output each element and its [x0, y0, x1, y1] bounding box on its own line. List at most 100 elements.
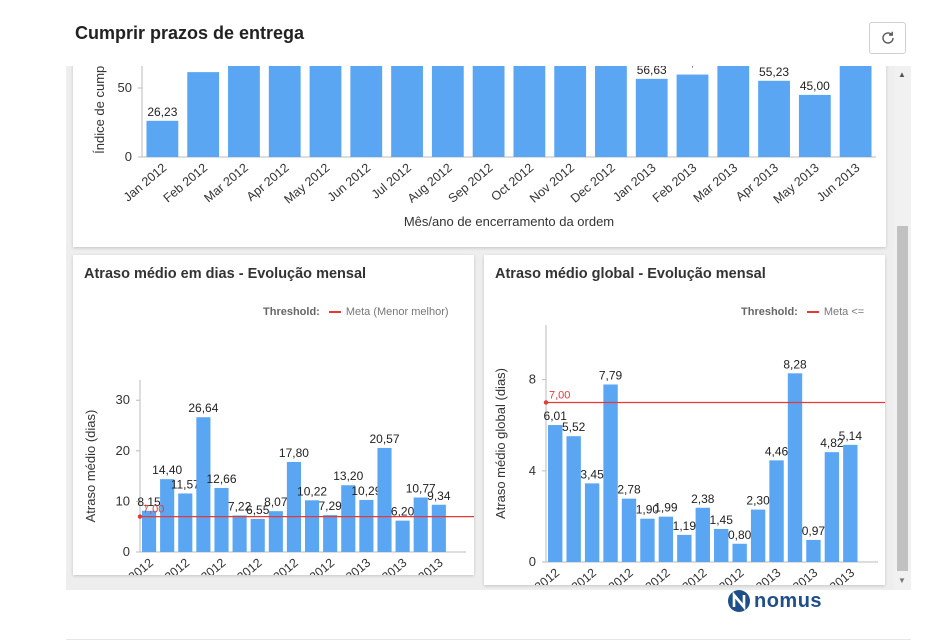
data-label: 7,22	[228, 499, 252, 513]
data-label: 20,57	[369, 432, 399, 446]
page-title: Cumprir prazos de entrega	[75, 23, 305, 43]
bar	[603, 384, 618, 562]
bar	[309, 66, 342, 157]
bar	[758, 80, 790, 157]
data-label: 9,34	[427, 489, 451, 503]
data-label: 1,99	[654, 501, 678, 515]
data-label: 1,90	[636, 503, 660, 517]
bar	[214, 487, 229, 552]
data-label: 8,28	[783, 357, 807, 371]
bar	[395, 520, 410, 552]
bar	[554, 66, 587, 157]
threshold-line-icon	[806, 311, 819, 314]
bar	[658, 516, 674, 562]
data-label: 8,07	[264, 495, 288, 509]
data-label: 2,38	[691, 492, 715, 506]
bar	[250, 518, 265, 552]
bar	[769, 460, 784, 562]
bar	[187, 72, 220, 157]
bar	[341, 485, 356, 552]
bar	[178, 493, 193, 552]
bar	[146, 120, 179, 157]
y-tick-label: 0	[123, 544, 130, 559]
data-label: 12,66	[206, 472, 236, 486]
data-label: 1,19	[673, 519, 697, 533]
scroll-up-arrow-icon[interactable]: ▲	[898, 70, 906, 79]
bar	[787, 373, 803, 562]
x-tick-label: Feb 2012	[161, 161, 210, 206]
x-tick-label: Nov 2012	[527, 161, 577, 206]
data-label: 6,20	[391, 505, 415, 519]
threshold-name: Meta <=	[823, 306, 865, 318]
avg-delay-threshold-legend: Threshold: Meta (Menor melhor)	[263, 306, 449, 318]
data-label: 6,55	[246, 503, 270, 517]
refresh-button[interactable]	[869, 22, 906, 54]
bar	[391, 66, 423, 157]
data-label: 13,20	[333, 469, 363, 483]
bar	[413, 497, 428, 552]
bar	[431, 504, 446, 552]
bar	[160, 479, 175, 552]
data-label: 11,57	[171, 477, 200, 491]
dashboard-scroll-area[interactable]: 0 50 26,23 61,00 56,63 59,75 55,23 45,00 Jan 201…	[66, 66, 911, 590]
global-delay-title: Atraso médio global - Evolução mensal	[495, 266, 766, 282]
nomus-logo-icon	[728, 590, 750, 612]
bar	[268, 511, 283, 552]
data-label: 56,63	[637, 66, 667, 77]
y-axis-title: Atraso médio global (dias)	[493, 368, 508, 519]
bar	[640, 518, 655, 562]
y-tick-label: 50	[118, 80, 132, 95]
data-label: 7,79	[599, 368, 623, 382]
data-label: 61,00	[188, 66, 218, 67]
bar	[513, 66, 546, 157]
data-label: 4,46	[765, 444, 789, 458]
bar	[350, 66, 383, 157]
y-tick-label: 0	[529, 554, 536, 569]
x-tick-label: Mar 2012	[201, 161, 250, 206]
bar	[141, 510, 157, 552]
data-label: 4,82	[820, 436, 844, 450]
scrollbar-thumb[interactable]	[897, 226, 908, 571]
data-label: 45,00	[800, 79, 830, 93]
bar	[548, 425, 563, 562]
y-tick-label: 4	[529, 463, 536, 478]
avg-delay-card: Atraso médio em dias - Evolução mensal T…	[73, 255, 474, 575]
x-tick-label: Jan 2012	[108, 556, 156, 575]
data-label: 0,80	[728, 528, 752, 542]
y-axis-title: Índice de cumprim	[92, 66, 107, 154]
bar	[798, 94, 831, 157]
bar	[228, 66, 260, 157]
x-tick-label: Jan 2012	[514, 566, 562, 585]
data-label: 10,77	[406, 482, 436, 496]
data-label: 8,15	[137, 495, 161, 509]
scroll-down-arrow-icon[interactable]: ▼	[898, 576, 906, 585]
bar	[806, 539, 821, 562]
data-label: 10,29	[351, 484, 381, 498]
data-label: 59,75	[677, 66, 707, 69]
bar	[677, 534, 692, 562]
data-label: 5,14	[839, 429, 863, 443]
data-label: 7,29	[318, 499, 342, 513]
bar	[431, 66, 464, 157]
data-label: 10,22	[297, 484, 327, 498]
bar	[268, 66, 301, 157]
x-tick-label: Feb 2013	[650, 161, 699, 206]
threshold-name: Meta (Menor melhor)	[345, 306, 449, 318]
x-tick-label: Jun 2013	[814, 161, 862, 205]
data-label: 26,64	[188, 401, 218, 415]
bar	[621, 498, 637, 562]
x-tick-label: May 2013	[771, 161, 822, 207]
x-tick-label: Sep 2012	[446, 161, 496, 206]
y-tick-label: 8	[529, 372, 536, 387]
threshold-value-label: 7,00	[549, 389, 570, 401]
x-tick-label: Aug 2012	[405, 161, 455, 206]
bar	[472, 66, 505, 157]
bar	[695, 507, 710, 562]
x-tick-label: May 2012	[281, 161, 332, 207]
vertical-scrollbar[interactable]: ▲ ▼	[894, 66, 911, 590]
bar	[595, 66, 627, 157]
